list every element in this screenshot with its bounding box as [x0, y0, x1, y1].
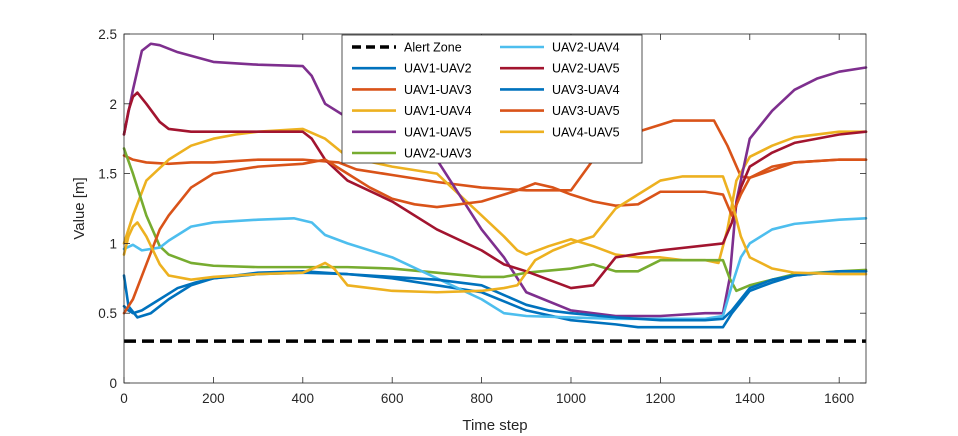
series-uav1-uav3-line — [122, 119, 868, 192]
legend-entry-uav1-uav3: UAV1-UAV3 — [352, 83, 472, 97]
x-tick-label: 400 — [292, 391, 315, 406]
legend-label-uav1-uav4: UAV1-UAV4 — [404, 104, 472, 118]
legend: Alert Zone UAV1-UAV2 UAV1-UAV3 UAV1-UAV4 UAV… — [341, 34, 643, 164]
x-tick-label: 1200 — [645, 391, 675, 406]
y-tick-label: 0.5 — [98, 306, 117, 321]
legend-entry-uav1-uav4: UAV1-UAV4 — [352, 104, 472, 118]
axes-layer — [123, 33, 867, 384]
legend-label-uav1-uav3: UAV1-UAV3 — [404, 83, 472, 97]
legend-label-uav2-uav4: UAV2-UAV4 — [552, 41, 620, 55]
legend-label-alert-zone: Alert Zone — [404, 41, 462, 55]
y-tick-label: 2.5 — [98, 27, 117, 42]
legend-label-uav3-uav5: UAV3-UAV5 — [552, 104, 620, 118]
x-axis-title: Time step — [462, 417, 527, 434]
series-layer — [122, 42, 868, 343]
y-tick-label: 2 — [109, 97, 117, 112]
series-uav1-uav2-line — [122, 270, 868, 329]
legend-label-uav4-uav5: UAV4-UAV5 — [552, 125, 620, 139]
plot-area-frame — [123, 33, 867, 384]
legend-entry-uav3-uav5: UAV3-UAV5 — [500, 104, 620, 118]
legend-label-uav1-uav5: UAV1-UAV5 — [404, 125, 472, 139]
legend-entry-uav1-uav2: UAV1-UAV2 — [352, 62, 472, 76]
legend-entry-uav2-uav3: UAV2-UAV3 — [352, 147, 472, 161]
legend-label-uav2-uav3: UAV2-UAV3 — [404, 147, 472, 161]
legend-label-uav1-uav2: UAV1-UAV2 — [404, 62, 472, 76]
ticks-layer: 0 200 400 600 800 1000 1200 1400 1600 0 0.5 1 1.5 2 2.… — [98, 27, 866, 406]
series-uav3-uav4-line — [122, 270, 868, 322]
series-uav2-uav5-line — [122, 91, 868, 290]
x-tick-label: 800 — [470, 391, 493, 406]
x-tick-label: 600 — [381, 391, 404, 406]
x-tick-label: 1400 — [735, 391, 765, 406]
x-tick-label: 0 — [120, 391, 128, 406]
legend-entry-uav3-uav4: UAV3-UAV4 — [500, 83, 620, 97]
legend-entry-uav4-uav5: UAV4-UAV5 — [500, 125, 620, 139]
x-tick-label: 1600 — [824, 391, 854, 406]
legend-entry-uav2-uav4: UAV2-UAV4 — [500, 41, 620, 55]
y-tick-label: 1.5 — [98, 167, 117, 182]
legend-entry-uav1-uav5: UAV1-UAV5 — [352, 125, 472, 139]
y-tick-label: 1 — [109, 236, 117, 251]
legend-label-uav3-uav4: UAV3-UAV4 — [552, 83, 620, 97]
legend-label-uav2-uav5: UAV2-UAV5 — [552, 62, 620, 76]
legend-entry-alert-zone: Alert Zone — [352, 41, 462, 55]
series-uav1-uav5-line — [122, 42, 868, 318]
y-tick-label: 0 — [109, 376, 117, 391]
series-uav2-uav3-line — [122, 147, 868, 293]
series-uav3-uav5-line — [122, 158, 868, 315]
x-tick-label: 200 — [202, 391, 225, 406]
y-axis-title: Value [m] — [71, 177, 88, 239]
legend-entry-uav2-uav5: UAV2-UAV5 — [500, 62, 620, 76]
series-uav2-uav4-line — [122, 216, 868, 321]
x-tick-label: 1000 — [556, 391, 586, 406]
series-uav4-uav5-line — [122, 175, 868, 294]
legend-box — [341, 34, 643, 164]
